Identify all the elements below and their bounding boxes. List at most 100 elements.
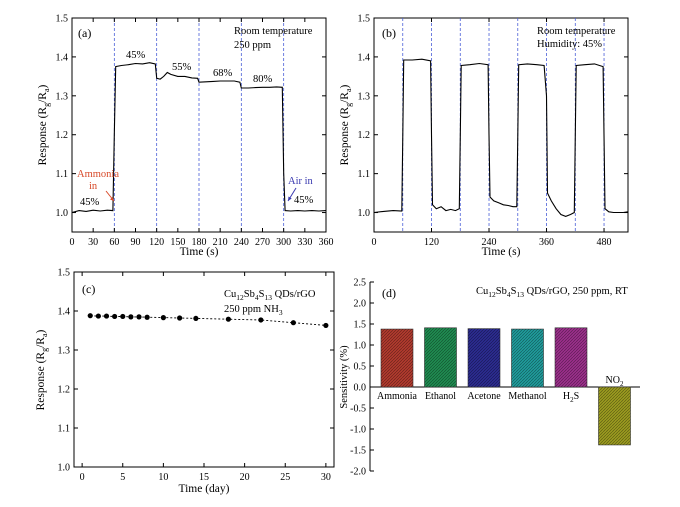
category-label: NO2 bbox=[606, 375, 624, 388]
data-point bbox=[160, 315, 166, 321]
panel-c-ylabel: Response (Rg/Ra) bbox=[35, 329, 49, 410]
panel-b-xlabel: Time (s) bbox=[482, 246, 521, 258]
bar-hatch bbox=[511, 329, 544, 387]
y-tick-label: 1.5 bbox=[56, 14, 69, 25]
x-tick-label: 120 bbox=[424, 237, 439, 248]
x-tick-label: 480 bbox=[597, 237, 612, 248]
y-tick-label: 1.1 bbox=[358, 169, 371, 180]
x-tick-label: 210 bbox=[213, 237, 228, 248]
x-tick-label: 300 bbox=[276, 237, 291, 248]
y-tick-label: 1.4 bbox=[56, 52, 69, 63]
y-tick-label: -0.5 bbox=[350, 404, 366, 415]
y-tick-label: 1.3 bbox=[56, 91, 69, 102]
y-tick-label: 2.5 bbox=[354, 278, 367, 289]
data-point bbox=[144, 314, 150, 320]
bar-hatch bbox=[424, 327, 457, 387]
y-tick-label: 1.0 bbox=[58, 463, 71, 474]
ammonia-in-label-2: in bbox=[89, 181, 98, 192]
panel-b-annotation-humidity: Humidity: 45% bbox=[537, 39, 602, 50]
x-tick-label: 25 bbox=[280, 472, 290, 483]
x-tick-label: 0 bbox=[70, 237, 75, 248]
panel-c-frame bbox=[73, 271, 335, 468]
y-tick-label: 1.1 bbox=[56, 169, 69, 180]
y-tick-label: 1.5 bbox=[358, 14, 371, 25]
category-label: Ethanol bbox=[425, 391, 456, 402]
bar-hatch bbox=[381, 329, 413, 387]
data-point bbox=[136, 314, 142, 320]
x-tick-label: 10 bbox=[158, 472, 168, 483]
data-point bbox=[225, 316, 231, 322]
y-tick-label: 0.5 bbox=[354, 362, 367, 373]
panel-c-annotation-conc: 250 ppm NH3 bbox=[224, 304, 283, 317]
panel-b-annotation-temp: Room temperature bbox=[537, 26, 616, 37]
category-label: H2S bbox=[563, 391, 579, 404]
panel-b-ylabel: Response (Rg/Ra) bbox=[339, 84, 353, 165]
panel-d-category-labels: Ammonia Ethanol Acetone Methanol H2S NO2 bbox=[377, 375, 624, 404]
x-tick-label: 5 bbox=[120, 472, 125, 483]
x-tick-label: 240 bbox=[234, 237, 249, 248]
y-tick-label: 1.0 bbox=[56, 208, 69, 219]
panel-a-annotation-temp: Room temperature bbox=[234, 26, 313, 37]
ammonia-arrow-icon bbox=[105, 190, 115, 202]
bar-hatch bbox=[555, 327, 587, 387]
y-tick-label: 1.3 bbox=[58, 346, 71, 357]
panel-b: 0 120 240 360 480 1.0 1.1 1.2 1.3 1.4 1.5 (b) Room… bbox=[339, 14, 629, 258]
y-tick-label: 1.4 bbox=[358, 52, 371, 63]
y-tick-label: 2.0 bbox=[354, 299, 367, 310]
x-tick-label: 330 bbox=[297, 237, 312, 248]
category-label: Acetone bbox=[467, 391, 501, 402]
panel-a-annotation-conc: 250 ppm bbox=[234, 40, 271, 51]
x-tick-label: 30 bbox=[88, 237, 98, 248]
x-tick-label: 60 bbox=[109, 237, 119, 248]
panel-d-ticks: 2.5 2.0 1.5 1.0 0.5 0.0 -0.5 -1.0 -1.5 -2.0 bbox=[350, 278, 374, 478]
y-tick-label: -1.5 bbox=[350, 446, 366, 457]
y-tick-label: 1.3 bbox=[358, 91, 371, 102]
panel-d-bars bbox=[380, 327, 631, 446]
data-point bbox=[258, 317, 264, 323]
y-tick-label: 1.2 bbox=[56, 130, 69, 141]
humidity-label-3: 55% bbox=[172, 62, 192, 73]
humidity-label-2: 45% bbox=[126, 50, 146, 61]
panel-d-ylabel: Sensitivity (%) bbox=[339, 345, 350, 409]
air-in-label: Air in bbox=[288, 176, 314, 187]
y-tick-label: 1.2 bbox=[58, 385, 71, 396]
panel-c-trend-line bbox=[90, 315, 326, 326]
panel-a-ylabel: Response (Rg/Ra) bbox=[37, 84, 51, 165]
data-point bbox=[103, 313, 110, 319]
y-tick-label: -1.0 bbox=[350, 425, 366, 436]
air-in-arrow-icon bbox=[287, 187, 297, 202]
y-tick-label: 1.2 bbox=[358, 130, 371, 141]
x-tick-label: 30 bbox=[321, 472, 331, 483]
data-point bbox=[177, 315, 183, 321]
data-point bbox=[120, 313, 126, 320]
x-tick-label: 120 bbox=[149, 237, 164, 248]
panel-c-xlabel: Time (day) bbox=[178, 483, 229, 495]
data-point bbox=[193, 315, 199, 322]
x-tick-label: 270 bbox=[255, 237, 270, 248]
humidity-label-5: 80% bbox=[253, 74, 273, 85]
x-tick-label: 360 bbox=[319, 237, 334, 248]
data-point bbox=[290, 320, 296, 326]
panel-b-label: (b) bbox=[382, 26, 396, 40]
panel-a-xlabel: Time (s) bbox=[180, 246, 219, 258]
data-point bbox=[87, 313, 93, 319]
x-tick-label: 20 bbox=[240, 472, 250, 483]
humidity-label-6: 45% bbox=[294, 195, 314, 206]
panel-b-response-line bbox=[373, 58, 629, 217]
bar-hatch bbox=[468, 328, 500, 387]
y-tick-label: 1.1 bbox=[58, 424, 71, 435]
panel-a-ticks: 0 30 60 90 120 150 180 210 240 270 300 330 360 1.0 1.1… bbox=[56, 14, 334, 249]
data-point bbox=[95, 313, 101, 319]
panel-d-title: Cu12Sb4S13 QDs/rGO, 250 ppm, RT bbox=[476, 286, 628, 299]
panel-b-ticks: 0 120 240 360 480 1.0 1.1 1.2 1.3 1.4 1.5 bbox=[358, 14, 628, 248]
panel-b-frame bbox=[373, 17, 629, 233]
data-point bbox=[112, 313, 118, 320]
y-tick-label: -2.0 bbox=[350, 467, 366, 478]
panel-a: 0 30 60 90 120 150 180 210 240 270 300 330 360 1.0 1.1… bbox=[37, 14, 334, 259]
data-point bbox=[323, 322, 329, 329]
category-label: Methanol bbox=[508, 391, 547, 402]
panel-c-ticks: 0 5 10 15 20 25 30 1.0 1.1 1.2 1.3 1.4 1.5 bbox=[58, 268, 334, 483]
humidity-label-4: 68% bbox=[213, 68, 233, 79]
x-tick-label: 0 bbox=[372, 237, 377, 248]
category-label: Ammonia bbox=[377, 391, 418, 402]
